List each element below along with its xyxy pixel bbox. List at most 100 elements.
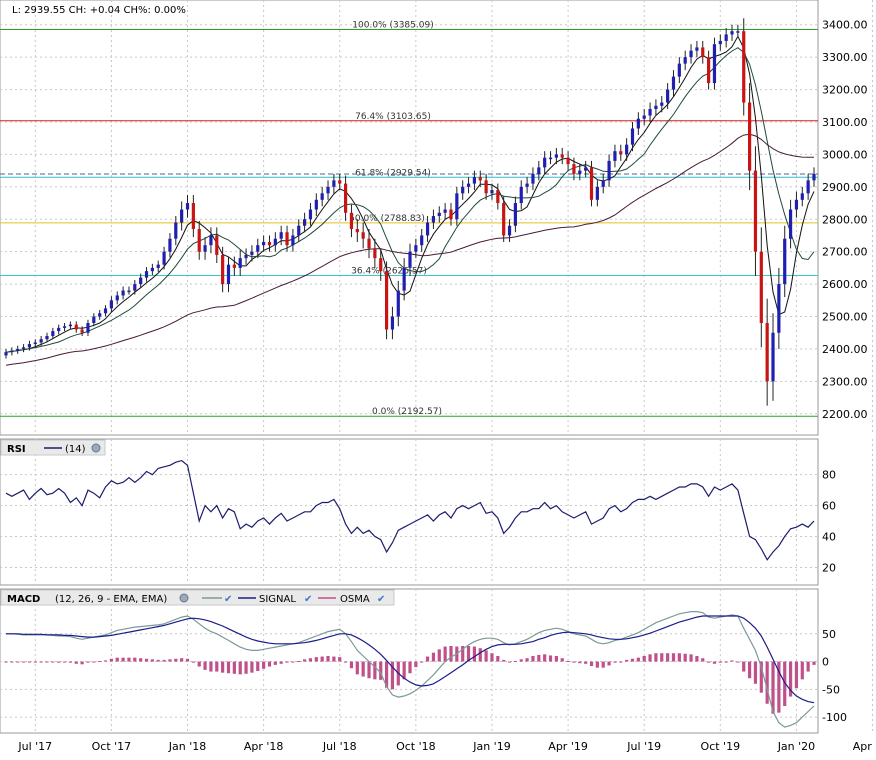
rsi-legend[interactable]: RSI (14) — [0, 439, 106, 456]
osma-bar — [484, 650, 488, 662]
osma-bar — [308, 658, 313, 662]
osma-bar — [203, 661, 207, 670]
osma-bar — [537, 654, 541, 662]
osma-bar — [736, 661, 740, 663]
osma-bar — [74, 661, 78, 664]
candle-body — [215, 235, 219, 255]
osma-bar — [625, 659, 629, 662]
price-tick-label: 3100.00 — [822, 116, 868, 129]
candle-body — [607, 160, 611, 181]
osma-bar — [250, 661, 254, 673]
fib-label: 50.0% (2788.83) — [349, 214, 425, 224]
candle-body — [519, 186, 523, 204]
macd-tick-label: 50 — [822, 628, 836, 641]
price-tick-label: 2400.00 — [822, 343, 868, 356]
osma-bar — [478, 648, 482, 662]
osma-bar — [425, 656, 430, 662]
osma-bar — [291, 661, 295, 663]
osma-bar — [232, 661, 236, 674]
candle-body — [595, 186, 599, 200]
candle-body — [648, 109, 652, 116]
candle-body — [747, 102, 752, 171]
candle-body — [103, 308, 108, 314]
candle-body — [285, 232, 289, 246]
candle-body — [197, 228, 201, 252]
candle-body — [390, 316, 395, 330]
candle-body — [712, 44, 717, 84]
macd-legend[interactable]: MACD (12, 26, 9 - EMA, EMA) ✔ SIGNAL ✔ O… — [0, 589, 395, 606]
x-tick-label: Oct '17 — [92, 740, 132, 753]
x-tick-label: Apr '20 — [853, 740, 876, 753]
candle-body — [566, 157, 570, 165]
osma-bar — [519, 659, 523, 662]
osma-bar — [730, 660, 734, 662]
osma-bar — [666, 653, 670, 662]
osma-bar — [648, 654, 652, 662]
candle-body — [267, 241, 272, 246]
candle-body — [613, 151, 617, 161]
osma-bar — [244, 661, 248, 674]
osma-bar — [16, 661, 20, 663]
osma-bar — [109, 658, 113, 662]
candle-body — [332, 180, 336, 187]
rsi-line — [5, 459, 815, 561]
candle-body — [630, 128, 635, 145]
candle-body — [221, 254, 225, 285]
candle-body — [525, 183, 529, 187]
osma-bar — [806, 661, 810, 672]
signal-legend-label: SIGNAL — [259, 594, 296, 605]
osma-bar — [355, 661, 359, 675]
osma-bar — [185, 658, 190, 662]
osma-bar — [45, 661, 49, 663]
rsi-title: RSI — [7, 444, 26, 455]
rsi-tick-label: 20 — [822, 562, 836, 575]
macd-line-check-icon[interactable]: ✔ — [224, 594, 232, 605]
osma-bar — [384, 661, 389, 688]
fib-label: 61.8% (2929.54) — [355, 168, 431, 178]
candle-body — [472, 177, 477, 184]
osma-bar — [402, 661, 406, 680]
fibonacci-levels: 100.0% (3385.09) 76.4% (3103.65) 61.8% (29… — [0, 21, 818, 417]
osma-bar — [303, 659, 307, 662]
candle-body — [572, 164, 576, 174]
osma-bar — [150, 659, 154, 662]
candle-body — [379, 258, 383, 272]
osma-bar — [689, 654, 693, 662]
signal-check-icon[interactable]: ✔ — [304, 594, 312, 605]
osma-bar — [168, 659, 172, 662]
candle-body — [466, 183, 471, 187]
candle-body — [144, 271, 149, 278]
osma-bar — [507, 661, 512, 663]
price-tick-label: 2900.00 — [822, 181, 868, 194]
candle-body — [584, 167, 588, 171]
candle-body — [771, 332, 775, 382]
osma-bar — [320, 656, 324, 662]
macd-settings-icon[interactable] — [179, 593, 189, 603]
rsi-settings-icon[interactable] — [91, 443, 101, 453]
candle-body — [262, 241, 266, 246]
candle-body — [314, 199, 318, 210]
osma-bar — [273, 661, 277, 665]
osma-check-icon[interactable]: ✔ — [377, 594, 385, 605]
osma-bar — [221, 661, 225, 673]
candle-body — [74, 324, 78, 330]
price-tick-label: 2200.00 — [822, 408, 868, 421]
osma-bar — [695, 656, 699, 662]
candle-body — [531, 173, 535, 184]
price-tick-label: 3300.00 — [822, 51, 868, 64]
candle-body — [238, 258, 242, 268]
osma-bar — [51, 661, 55, 663]
osma-bar — [297, 661, 301, 662]
price-tick-label: 2600.00 — [822, 278, 868, 291]
candle-body — [707, 57, 711, 84]
osma-bar — [683, 653, 687, 662]
candle-body — [671, 76, 676, 90]
osma-bar — [121, 657, 125, 662]
osma-bar — [226, 661, 231, 674]
osma-bar — [636, 657, 640, 662]
osma-bar — [753, 661, 758, 684]
candle-body — [343, 183, 348, 213]
osma-bar — [660, 653, 664, 662]
osma-bar — [215, 661, 219, 672]
rsi-tick-label: 80 — [822, 469, 836, 482]
